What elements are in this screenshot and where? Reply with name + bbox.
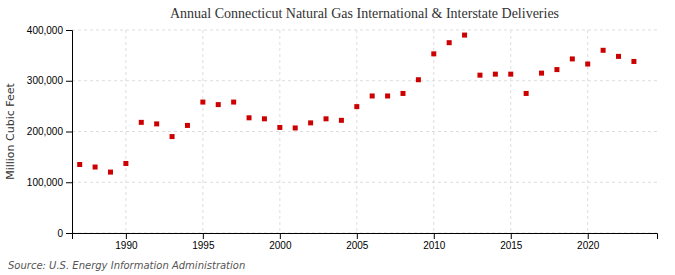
- point: [262, 116, 267, 121]
- grid-line-x: [279, 30, 280, 233]
- point: [631, 59, 636, 64]
- x-tick-label: 1995: [192, 240, 215, 251]
- x-tick: 2020: [577, 233, 600, 251]
- point: [170, 134, 175, 139]
- source-note: Source: U.S. Energy Information Administ…: [8, 260, 245, 271]
- x-tick-mark: [588, 233, 589, 239]
- y-tick: 400,000: [27, 25, 72, 36]
- y-tick: 200,000: [27, 126, 72, 137]
- x-tick-mark: [203, 233, 204, 239]
- x-tick-label: 2010: [423, 240, 446, 251]
- point: [154, 121, 159, 126]
- point: [231, 100, 236, 105]
- point: [601, 48, 606, 53]
- x-axis-line: [73, 234, 658, 240]
- point: [524, 91, 529, 96]
- x-tick-label: 2000: [269, 240, 292, 251]
- point: [308, 120, 313, 125]
- x-tick: 2015: [500, 233, 523, 251]
- point: [431, 51, 436, 56]
- y-tick-label: 400,000: [27, 25, 64, 36]
- y-axis: 0 100,000 200,000 300,000 400,000: [27, 25, 73, 239]
- x-tick-label: 2005: [346, 240, 369, 251]
- point: [93, 165, 98, 170]
- x-tick: 2005: [346, 233, 369, 251]
- x-tick: 1990: [115, 233, 138, 251]
- y-tick: 300,000: [27, 75, 72, 86]
- point: [462, 33, 467, 38]
- x-tick-mark: [434, 233, 435, 239]
- y-tick: 100,000: [27, 177, 72, 188]
- point: [493, 72, 498, 77]
- x-tick-mark: [357, 233, 358, 239]
- grid-line-x: [433, 30, 434, 233]
- title: Annual Connecticut Natural Gas Internati…: [170, 6, 559, 21]
- point: [200, 100, 205, 105]
- point: [416, 77, 421, 82]
- x-tick-label: 2015: [500, 240, 523, 251]
- y-tick-mark: [66, 30, 72, 31]
- point: [400, 91, 405, 96]
- y-tick-mark: [66, 132, 72, 133]
- point: [570, 56, 575, 61]
- x-tick: 1995: [192, 233, 215, 251]
- point: [139, 120, 144, 125]
- y-tick: 0: [57, 228, 72, 239]
- y-tick-mark: [66, 233, 72, 234]
- y-tick-label: 300,000: [27, 75, 64, 86]
- grid-line-y: [72, 30, 657, 31]
- x-tick-label: 1990: [115, 240, 138, 251]
- point: [508, 72, 513, 77]
- y-tick-label: 100,000: [27, 177, 64, 188]
- point: [216, 102, 221, 107]
- grid-line-x: [125, 30, 126, 233]
- x-tick: 2010: [423, 233, 446, 251]
- point: [123, 161, 128, 166]
- y-tick-label: 200,000: [27, 126, 64, 137]
- y-tick-label: 0: [57, 228, 63, 239]
- point: [354, 104, 359, 109]
- point: [585, 62, 590, 67]
- y-tick-mark: [66, 81, 72, 82]
- y-axis-line: [66, 31, 73, 234]
- point: [477, 73, 482, 78]
- point: [185, 123, 190, 128]
- grid-line-y: [72, 131, 657, 132]
- grid-line-y: [72, 80, 657, 81]
- point: [539, 71, 544, 76]
- y-axis-label: Million Cubic Feet: [4, 82, 17, 179]
- grid: [72, 30, 657, 233]
- chart: 1990 1995 2000 2005 2010 2015 2020 0 100,000 200,…: [0, 0, 675, 275]
- grid-line-x: [356, 30, 357, 233]
- y-tick-mark: [66, 182, 72, 183]
- point: [108, 170, 113, 175]
- point: [293, 125, 298, 130]
- x-tick: 2000: [269, 233, 292, 251]
- grid-line-x: [202, 30, 203, 233]
- point: [447, 40, 452, 45]
- point: [77, 162, 82, 167]
- point: [616, 54, 621, 59]
- point: [385, 93, 390, 98]
- grid-line-y: [72, 182, 657, 183]
- x-axis: 1990 1995 2000 2005 2010 2015 2020: [73, 233, 658, 251]
- point: [324, 116, 329, 121]
- point: [277, 125, 282, 130]
- point: [339, 118, 344, 123]
- plot-area: 1990 1995 2000 2005 2010 2015 2020 0 100,000 200,…: [27, 25, 658, 251]
- grid-line-x: [510, 30, 511, 233]
- points: [77, 33, 636, 175]
- x-tick-mark: [511, 233, 512, 239]
- point: [247, 115, 252, 120]
- grid-line-x: [587, 30, 588, 233]
- x-tick-mark: [280, 233, 281, 239]
- point: [554, 67, 559, 72]
- point: [370, 93, 375, 98]
- x-tick-label: 2020: [577, 240, 600, 251]
- x-tick-mark: [126, 233, 127, 239]
